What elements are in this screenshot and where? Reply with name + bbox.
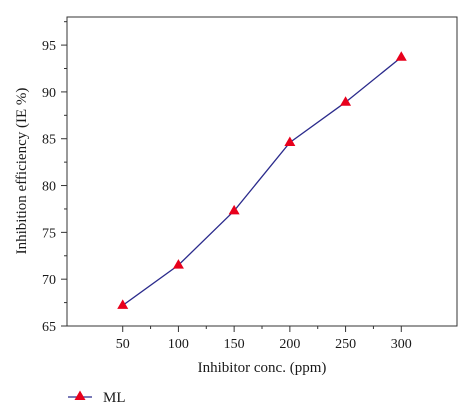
series-line-ml	[122, 56, 402, 306]
data-point-50	[117, 299, 129, 309]
legend: ML	[68, 390, 126, 406]
y-tick-label-95: 95	[42, 39, 56, 54]
data-point-300	[395, 51, 407, 61]
y-tick-label-75: 75	[42, 226, 56, 241]
data-point-150	[228, 204, 240, 215]
x-tick-label-300: 300	[391, 337, 412, 352]
legend-triangle-marker	[74, 390, 86, 400]
y-tick-label-85: 85	[42, 133, 56, 148]
x-axis-title: Inhibitor conc. (ppm)	[198, 360, 327, 376]
x-tick-label-150: 150	[224, 337, 245, 352]
x-tick-label-50: 50	[116, 337, 130, 352]
legend-label-ml: ML	[103, 390, 126, 406]
data-point-100	[172, 259, 184, 269]
data-point-250	[340, 96, 352, 106]
y-tick-label-80: 80	[42, 180, 56, 195]
x-tick-label-250: 250	[335, 337, 356, 352]
y-axis: 65 70 75 80 85 90 95	[42, 21, 67, 335]
plot-frame	[66, 16, 458, 327]
series-layer	[117, 51, 407, 309]
y-tick-label-90: 90	[42, 86, 56, 101]
y-axis-title: Inhibition efficiency (IE %)	[14, 88, 30, 255]
x-tick-label-100: 100	[168, 337, 189, 352]
x-axis: 50 100 150 200 250 300	[116, 326, 412, 352]
x-tick-label-200: 200	[279, 337, 300, 352]
data-point-200	[284, 136, 296, 146]
y-tick-label-70: 70	[42, 273, 56, 288]
y-tick-label-65: 65	[42, 320, 56, 335]
